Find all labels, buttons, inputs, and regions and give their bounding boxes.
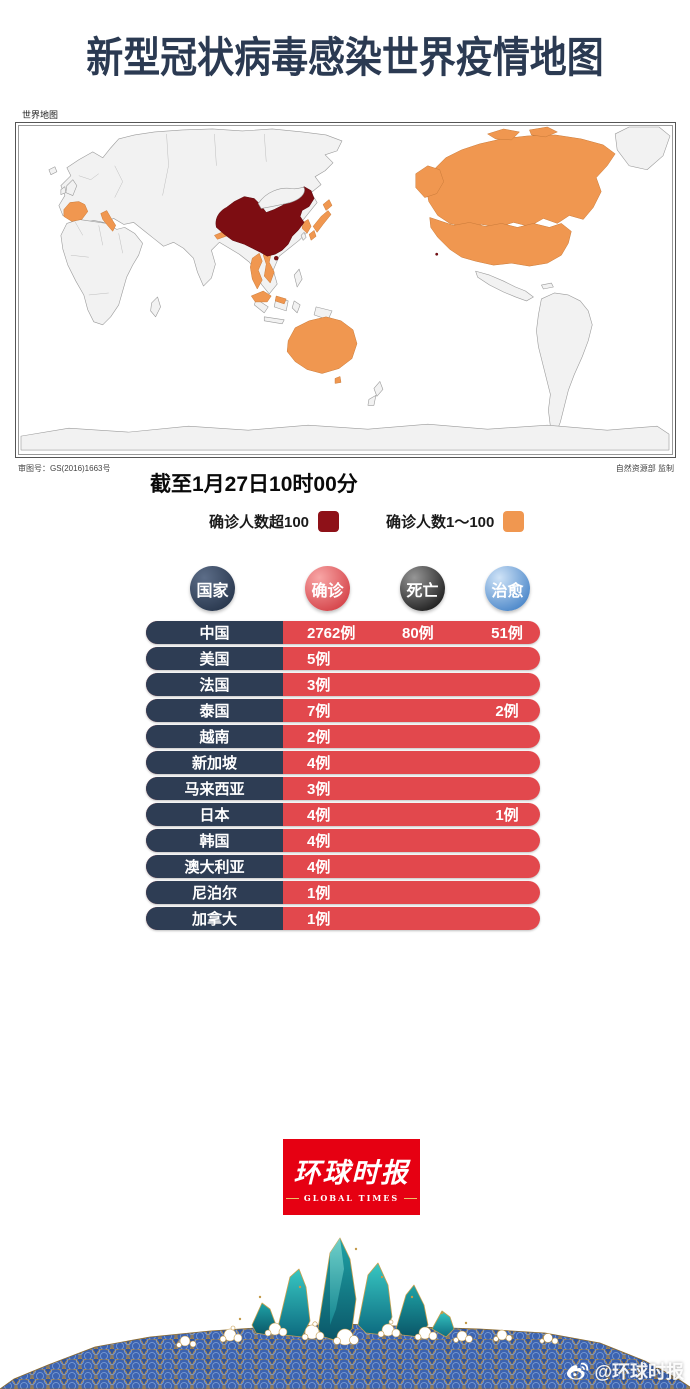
cured-value [482, 777, 532, 800]
confirmed-value: 2762例 [307, 625, 356, 642]
confirmed-value: 1例 [307, 885, 331, 902]
map-vietnam [263, 249, 275, 284]
confirmed-value: 7例 [307, 703, 331, 720]
watermark-text: @环球时报 [594, 1362, 684, 1382]
cured-value [482, 829, 532, 852]
map-usa [429, 217, 572, 267]
data-timestamp: 截至1月27日10时00分 [150, 473, 358, 496]
confirmed-value: 3例 [307, 677, 331, 694]
weibo-icon [567, 1362, 589, 1380]
legend-label: 确诊人数1～100 [386, 514, 495, 531]
country-cell: 韩国 [146, 829, 283, 852]
legend-swatch-orange [503, 511, 525, 532]
cured-value [482, 881, 532, 904]
global-times-logo: 环球时报 GLOBAL TIMES [283, 1139, 420, 1215]
column-header-cured: 治愈 [485, 566, 530, 611]
confirmed-value: 5例 [307, 651, 331, 668]
mountain-wave-artwork [0, 1229, 690, 1389]
legend-label: 确诊人数超100 [209, 514, 310, 531]
country-cell: 日本 [146, 803, 283, 826]
country-cell: 尼泊尔 [146, 881, 283, 904]
map-canada [425, 134, 616, 228]
table-row: 加拿大 1例 [146, 907, 540, 930]
cured-value: 1例 [495, 807, 519, 824]
country-cell: 越南 [146, 725, 283, 748]
table-row: 澳大利亚 4例 [146, 855, 540, 878]
cured-value [482, 725, 532, 748]
confirmed-value: 4例 [307, 859, 331, 876]
confirmed-value: 4例 [307, 807, 331, 824]
country-cell: 新加坡 [146, 751, 283, 774]
table-row: 新加坡 4例 [146, 751, 540, 774]
white-spray-dots [210, 1231, 478, 1327]
world-map-frame [15, 122, 676, 458]
page-title: 新型冠状病毒感染世界疫情地图 [86, 34, 604, 81]
table-row: 中国 2762例 80例 51例 [146, 621, 540, 644]
table-row: 韩国 4例 [146, 829, 540, 852]
gold-spray-dots [238, 1247, 468, 1325]
confirmed-value: 4例 [307, 833, 331, 850]
foam-swirls [176, 1319, 559, 1348]
cured-value [482, 673, 532, 696]
table-row: 泰国 7例 2例 [146, 699, 540, 722]
map-japan [312, 210, 332, 233]
country-cell: 中国 [146, 621, 283, 644]
table-row: 美国 5例 [146, 647, 540, 670]
table-row: 法国 3例 [146, 673, 540, 696]
table-row: 越南 2例 [146, 725, 540, 748]
legend-item-1-to-100: 确诊人数1～100 [386, 511, 525, 532]
table-row: 日本 4例 1例 [146, 803, 540, 826]
logo-dash-right [404, 1197, 418, 1199]
cured-value: 2例 [495, 703, 519, 720]
case-table-body: 中国 2762例 80例 51例 美国 5例 法国 3例 泰国 7例 2例 越南 2例 新加坡 4例 马来西亚… [146, 621, 540, 933]
column-header-deaths: 死亡 [400, 566, 445, 611]
cured-value: 51例 [491, 625, 523, 642]
logo-chinese-text: 环球时报 [293, 1158, 410, 1189]
map-korea [301, 219, 312, 234]
map-malaysia [251, 290, 272, 303]
world-map [18, 125, 673, 455]
cured-value [482, 751, 532, 774]
cured-value [482, 855, 532, 878]
world-map-svg [20, 126, 671, 451]
country-cell: 马来西亚 [146, 777, 283, 800]
logo-dash-left [285, 1197, 299, 1199]
country-cell: 法国 [146, 673, 283, 696]
column-header-country: 国家 [190, 566, 235, 611]
cured-value [482, 907, 532, 930]
map-approval-number: 审图号：GS(2016)1663号 [18, 464, 111, 473]
confirmed-value: 2例 [307, 729, 331, 746]
country-cell: 澳大利亚 [146, 855, 283, 878]
confirmed-value: 1例 [307, 911, 331, 928]
country-cell: 加拿大 [146, 907, 283, 930]
table-row: 马来西亚 3例 [146, 777, 540, 800]
table-row: 尼泊尔 1例 [146, 881, 540, 904]
mountains [251, 1237, 455, 1342]
confirmed-value: 3例 [307, 781, 331, 798]
logo-english-row: GLOBAL TIMES [285, 1193, 418, 1203]
artwork-svg [0, 1231, 690, 1389]
map-australia [286, 316, 358, 374]
legend-item-over-100: 确诊人数超100 [209, 511, 340, 532]
legend-swatch-dark-red [318, 511, 340, 532]
map-france [63, 201, 89, 222]
country-cell: 泰国 [146, 699, 283, 722]
map-corner-label: 世界地图 [22, 110, 59, 120]
deaths-value: 80例 [402, 625, 434, 642]
logo-english-text: GLOBAL TIMES [303, 1193, 400, 1203]
map-producer: 自然资源部 监制 [615, 464, 674, 473]
map-thailand [250, 252, 263, 290]
country-cell: 美国 [146, 647, 283, 670]
cured-value [482, 647, 532, 670]
weibo-watermark: @环球时报 [566, 1358, 684, 1384]
column-header-confirmed: 确诊 [305, 566, 350, 611]
confirmed-value: 4例 [307, 755, 331, 772]
